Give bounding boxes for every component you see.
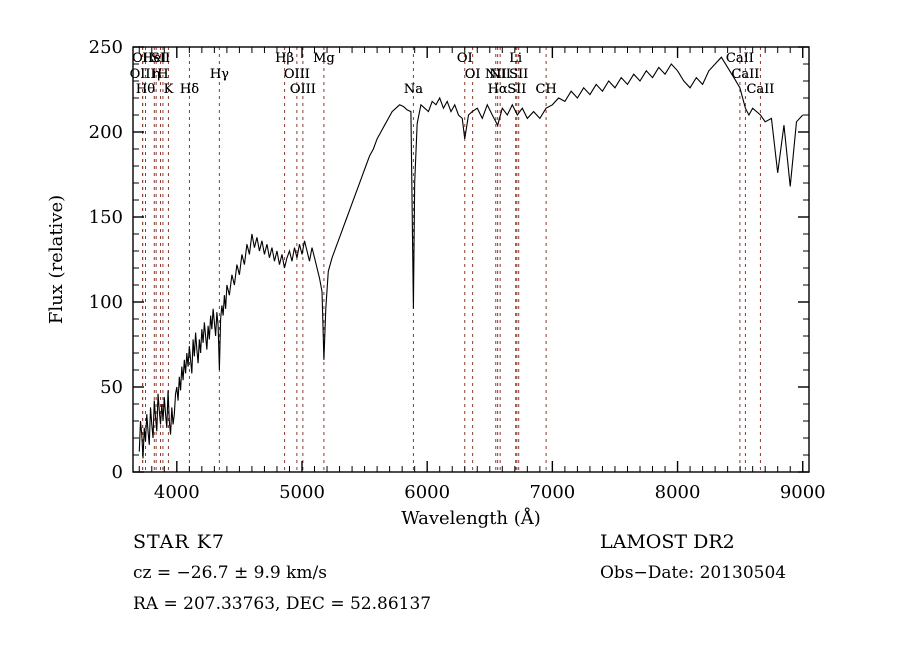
clip-left — [0, 0, 133, 649]
spectral-line-label: Hδ — [180, 82, 199, 97]
spectral-line-label: CH — [535, 82, 556, 97]
spectral-line-label: CaII — [731, 67, 759, 82]
x-axis-title: Wavelength (Å) — [401, 507, 541, 529]
spectral-line-label: CaII — [731, 67, 759, 82]
x-axis: 4000 5000 6000 7000 8000 9000 — [138, 47, 826, 503]
spectral-line-label: NII — [485, 67, 507, 82]
spectral-line-label: OII — [132, 51, 153, 66]
spectral-line-label: Na — [404, 82, 423, 97]
spectral-line-label: OIII — [130, 67, 156, 82]
y-tick-label: 250 — [89, 37, 123, 58]
x-tick-label: 6000 — [404, 482, 450, 503]
spectral-line-label: CaII — [726, 51, 754, 66]
y-tick-label: 50 — [100, 377, 123, 398]
obs-date-line: Obs−Date: 20130504 — [600, 563, 787, 583]
spectral-line-label: SII — [507, 82, 526, 97]
spectral-line-label: η — [152, 67, 160, 82]
spectral-line-label: OI — [465, 67, 481, 82]
spectral-line-label: Hθ — [136, 82, 155, 97]
spectral-line-label: SII — [151, 51, 170, 66]
spectral-line-label: CaII — [746, 82, 774, 97]
y-tick-label: 200 — [89, 122, 123, 143]
metadata-left-column: STAR K7 cz = −26.7 ± 9.9 km/s RA = 207.3… — [133, 527, 431, 620]
spectral-line-label: NII — [489, 67, 511, 82]
spectral-line-label: Hβ — [275, 51, 294, 66]
spectral-line-label: OII — [132, 51, 153, 66]
plot-frame — [132, 46, 810, 473]
object-class-line: STAR K7 — [133, 531, 225, 553]
spectral-line-label: OI — [465, 67, 481, 82]
spectral-line-label: Hγ — [210, 67, 229, 82]
spectral-line-label: Hα — [488, 82, 508, 97]
spectral-line-label: K — [164, 82, 174, 97]
spectral-line-label: Mg — [313, 51, 335, 66]
x-tick-label: 4000 — [154, 482, 200, 503]
spectral-line-label: OIII — [290, 82, 316, 97]
survey-label: LAMOST DR2 — [600, 531, 735, 553]
spectral-line-label: SII — [509, 67, 528, 82]
clip-top — [0, 0, 900, 47]
spectral-line-label: Hθ — [136, 82, 155, 97]
redshift-velocity-line: cz = −26.7 ± 9.9 km/s — [133, 563, 327, 583]
y-axis-title: Flux (relative) — [46, 195, 67, 324]
spectral-line-label: H — [157, 67, 168, 82]
spectral-line-label: OI — [457, 51, 473, 66]
spectral-line-label: OIII — [290, 82, 316, 97]
y-tick-label: 150 — [89, 207, 123, 228]
spectral-line-label: HeI — [142, 51, 166, 66]
clip-bottom — [0, 473, 900, 649]
spectral-line-label: NII — [485, 67, 507, 82]
x-tick-label: 9000 — [780, 482, 826, 503]
spectral-line-label: CaII — [746, 82, 774, 97]
metadata-right-column: LAMOST DR2 Obs−Date: 20130504 — [600, 527, 786, 589]
spectral-line-label: OIII — [284, 67, 310, 82]
spectral-line-label: SII — [151, 51, 170, 66]
spectral-line-label: Hδ — [180, 82, 199, 97]
y-tick-label: 100 — [89, 292, 123, 313]
coordinates-line: RA = 207.33763, DEC = 52.86137 — [133, 594, 432, 614]
x-tick-label: 7000 — [529, 482, 575, 503]
spectral-line-label: SII — [509, 67, 528, 82]
y-axis: 0 50 100 150 200 250 — [89, 37, 809, 483]
spectral-line-label: OIII — [284, 67, 310, 82]
clip-right — [810, 0, 900, 649]
spectral-line-label: Na — [404, 82, 423, 97]
spectral-line-label: Li — [509, 51, 522, 66]
spectral-line-label: SII — [507, 82, 526, 97]
spectral-line-label: Hγ — [210, 67, 229, 82]
y-tick-label: 0 — [112, 462, 123, 483]
spectral-line-label: OIII — [130, 67, 156, 82]
spectral-line-label: H — [157, 67, 168, 82]
spectrum-trace — [138, 56, 804, 459]
spectral-line-label: NII — [489, 67, 511, 82]
spectral-line-label: CaII — [726, 51, 754, 66]
x-tick-label: 8000 — [655, 482, 701, 503]
x-tick-label: 5000 — [279, 482, 325, 503]
spectral-line-label: Li — [509, 51, 522, 66]
spectral-line-label: Hβ — [275, 51, 294, 66]
spectral-line-label: K — [164, 82, 174, 97]
spectral-line-label: η — [152, 67, 160, 82]
spectral-line-label: Hα — [488, 82, 508, 97]
spectral-line-label: OI — [457, 51, 473, 66]
spectral-line-label: Mg — [313, 51, 335, 66]
spectral-line-label: HeI — [142, 51, 166, 66]
metadata-block: STAR K7 cz = −26.7 ± 9.9 km/s RA = 207.3… — [0, 527, 900, 647]
spectral-line-label: CH — [535, 82, 556, 97]
